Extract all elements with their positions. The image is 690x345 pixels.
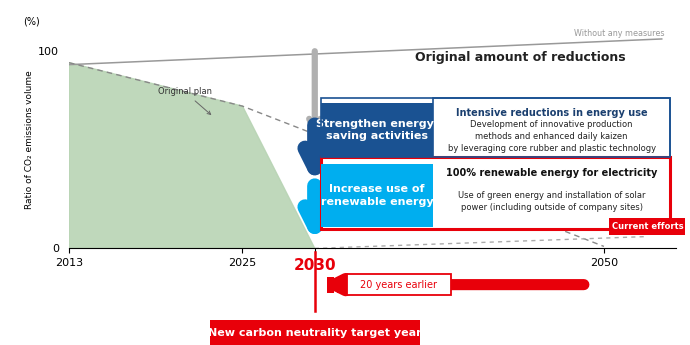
Text: 20 years earlier: 20 years earlier bbox=[360, 280, 437, 289]
FancyBboxPatch shape bbox=[433, 98, 670, 157]
Text: Strengthen energy-
saving activities: Strengthen energy- saving activities bbox=[316, 119, 438, 141]
Text: Use of green energy and installation of solar
power (including outside of compan: Use of green energy and installation of … bbox=[458, 191, 645, 212]
Text: Increase use of
renewable energy: Increase use of renewable energy bbox=[321, 184, 433, 207]
FancyBboxPatch shape bbox=[321, 103, 433, 157]
Text: 100% renewable energy for electricity: 100% renewable energy for electricity bbox=[446, 168, 658, 178]
Text: Intensive reductions in energy use: Intensive reductions in energy use bbox=[456, 108, 647, 118]
Text: Current efforts: Current efforts bbox=[611, 222, 683, 231]
Text: Original amount of reductions: Original amount of reductions bbox=[415, 51, 626, 63]
Text: Original plan: Original plan bbox=[157, 87, 212, 115]
FancyBboxPatch shape bbox=[321, 157, 670, 229]
Text: (%): (%) bbox=[23, 17, 40, 27]
Y-axis label: Ratio of CO₂ emissions volume: Ratio of CO₂ emissions volume bbox=[25, 70, 34, 209]
Text: Without any measures: Without any measures bbox=[574, 29, 664, 38]
Text: New carbon neutrality target year: New carbon neutrality target year bbox=[208, 328, 422, 337]
FancyBboxPatch shape bbox=[321, 164, 433, 227]
Polygon shape bbox=[69, 63, 315, 248]
FancyBboxPatch shape bbox=[609, 218, 685, 235]
Text: Development of innovative production
methods and enhanced daily kaizen
by levera: Development of innovative production met… bbox=[448, 120, 656, 153]
